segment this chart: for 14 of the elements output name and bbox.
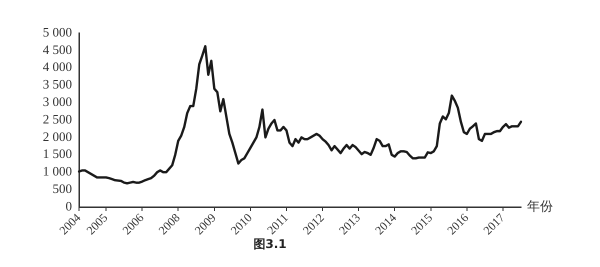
y-tick-label: 5 000 bbox=[42, 24, 72, 40]
y-tick-label: 3 000 bbox=[42, 94, 72, 110]
x-axis-title: 年份 bbox=[527, 199, 553, 214]
y-tick-label: 0 bbox=[66, 198, 72, 214]
y-tick-label: 2 000 bbox=[42, 128, 72, 144]
y-tick-label: 1 500 bbox=[42, 146, 72, 162]
y-tick-label: 3 500 bbox=[42, 76, 72, 92]
y-tick-label: 4 000 bbox=[42, 59, 72, 74]
x-tick-label: 2011 bbox=[264, 210, 291, 238]
caption: 图3.1 bbox=[252, 236, 288, 253]
y-tick-label: 2 500 bbox=[42, 111, 72, 126]
y-tick-label: 4 500 bbox=[42, 42, 72, 57]
y-tick-label: 1 000 bbox=[42, 164, 72, 179]
y-tick-label: 500 bbox=[52, 181, 72, 196]
